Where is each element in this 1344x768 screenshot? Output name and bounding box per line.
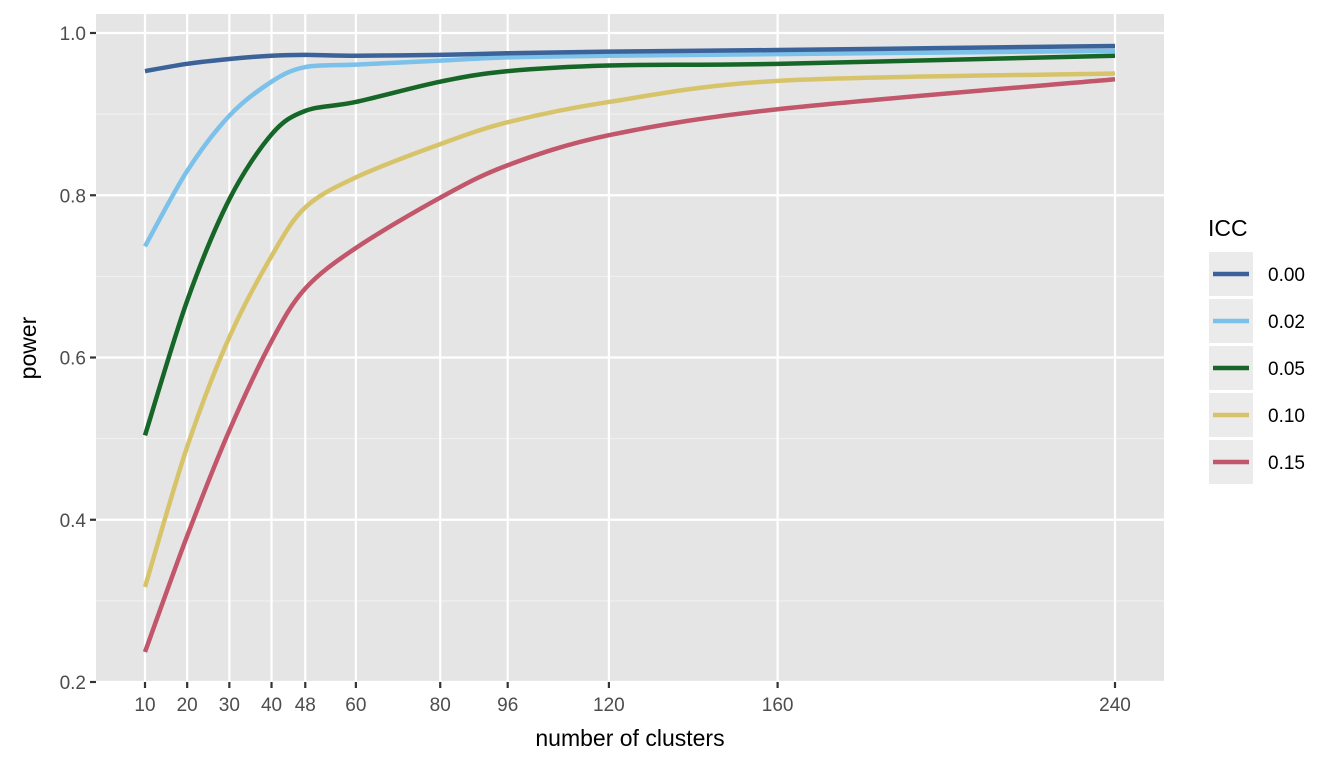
legend-item-0-00: 0.00 bbox=[1209, 252, 1305, 296]
x-axis-title: number of clusters bbox=[535, 725, 724, 751]
legend-label: 0.00 bbox=[1268, 265, 1305, 286]
series-lines bbox=[142, 43, 1116, 653]
legend-item-0-10: 0.10 bbox=[1209, 393, 1305, 437]
series-line-0-15 bbox=[142, 76, 1116, 653]
y-axis-title: power bbox=[15, 316, 41, 379]
x-tick-label: 96 bbox=[497, 695, 518, 716]
y-tick-label: 0.2 bbox=[60, 673, 86, 694]
major-gridlines bbox=[96, 14, 1164, 684]
x-tick-label: 20 bbox=[177, 695, 198, 716]
y-tick-label: 1.0 bbox=[60, 24, 86, 45]
x-tick-label: 240 bbox=[1099, 695, 1131, 716]
legend-item-0-15: 0.15 bbox=[1209, 440, 1305, 484]
y-tick-label: 0.8 bbox=[60, 186, 86, 207]
x-tick-label: 160 bbox=[762, 695, 794, 716]
legend: ICC 0.00 0.02 0.05 0.10 0.15 bbox=[1208, 215, 1305, 484]
x-tick-label: 30 bbox=[219, 695, 240, 716]
legend-label: 0.02 bbox=[1268, 312, 1305, 333]
legend-title: ICC bbox=[1208, 215, 1248, 241]
y-tick-label: 0.6 bbox=[60, 349, 86, 370]
series-line-0-10 bbox=[142, 71, 1116, 588]
minor-gridlines bbox=[96, 113, 1164, 602]
x-axis: 10 20 30 40 48 60 80 96 120 160 240 bbox=[134, 682, 1131, 716]
y-axis: 0.2 0.4 0.6 0.8 1.0 bbox=[60, 24, 96, 694]
legend-items: 0.00 0.02 0.05 0.10 0.15 bbox=[1209, 252, 1305, 484]
x-tick-label: 60 bbox=[345, 695, 366, 716]
series-line-0-00 bbox=[144, 43, 1116, 74]
x-tick-label: 80 bbox=[430, 695, 451, 716]
series-line-0-02 bbox=[143, 48, 1116, 248]
y-tick-label: 0.4 bbox=[60, 511, 87, 532]
legend-item-0-02: 0.02 bbox=[1209, 299, 1305, 343]
legend-label: 0.10 bbox=[1268, 406, 1305, 427]
plot-panel bbox=[96, 14, 1164, 682]
legend-label: 0.05 bbox=[1268, 359, 1305, 380]
legend-label: 0.15 bbox=[1268, 453, 1305, 474]
series-line-0-05 bbox=[142, 53, 1116, 437]
x-tick-label: 48 bbox=[295, 695, 316, 716]
legend-item-0-05: 0.05 bbox=[1209, 346, 1305, 390]
x-tick-label: 40 bbox=[261, 695, 282, 716]
x-tick-label: 10 bbox=[134, 695, 155, 716]
x-tick-label: 120 bbox=[593, 695, 625, 716]
